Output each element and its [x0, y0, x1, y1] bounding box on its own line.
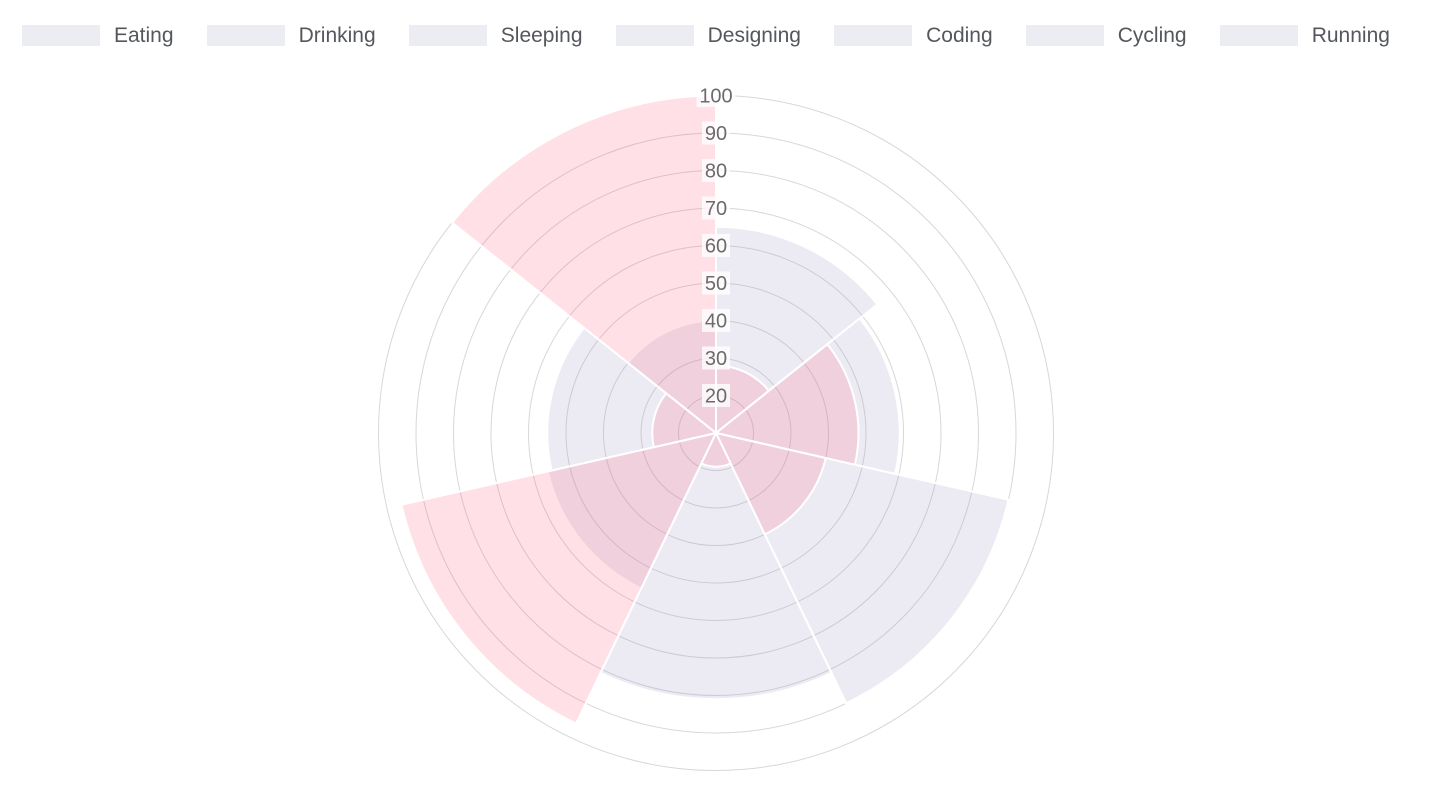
tick-backdrop: [702, 196, 730, 220]
legend-label: Designing: [707, 23, 801, 47]
tick-backdrop: [696, 84, 736, 107]
legend-label: Sleeping: [500, 23, 583, 47]
wedge-running-series-2[interactable]: [451, 94, 717, 434]
tick-backdrop: [702, 234, 730, 257]
legend-swatch: [1025, 24, 1104, 46]
legend-item-coding[interactable]: Coding: [834, 23, 993, 47]
wedge-sleeping-series-2[interactable]: [715, 432, 827, 536]
wedge-designing-series-1[interactable]: [599, 432, 833, 701]
wedge-drinking-series-2[interactable]: [715, 343, 860, 466]
tick-backdrop: [702, 271, 730, 295]
wedge-coding-series-1[interactable]: [546, 432, 717, 590]
wedge-drinking-series-1[interactable]: [715, 317, 901, 475]
radial-tick-label: 100: [699, 86, 732, 108]
legend-swatch: [408, 24, 487, 46]
radial-tick-label: 20: [705, 386, 727, 408]
legend-label: Cycling: [1117, 23, 1187, 47]
tick-backdrop: [702, 346, 730, 370]
wedge-sleeping-series-1[interactable]: [715, 432, 1010, 705]
radial-tick-label: 70: [705, 198, 727, 220]
tick-backdrop: [702, 309, 730, 332]
legend-item-running[interactable]: Running: [1219, 23, 1390, 47]
tick-backdrop: [702, 159, 730, 182]
legend-item-sleeping[interactable]: Sleeping: [408, 23, 583, 47]
tick-backdrop: [702, 121, 730, 145]
wedge-eating-series-1[interactable]: [715, 225, 879, 434]
legend-label: Eating: [114, 23, 174, 47]
legend-item-designing[interactable]: Designing: [615, 23, 801, 47]
radial-tick-label: 30: [705, 348, 727, 370]
legend-item-eating[interactable]: Eating: [22, 23, 174, 47]
radial-tick-label: 80: [705, 161, 727, 183]
legend-swatch: [22, 24, 100, 46]
legend-label: Coding: [926, 23, 993, 47]
chart-legend: Eating Drinking Sleeping Designing Coding Cyc…: [0, 0, 1444, 70]
legend-label: Running: [1311, 23, 1390, 47]
legend-label: Drinking: [298, 23, 376, 47]
legend-item-cycling[interactable]: Cycling: [1025, 23, 1187, 47]
radial-tick-label: 50: [705, 273, 727, 295]
legend-swatch: [1219, 24, 1298, 46]
legend-swatch: [834, 24, 913, 46]
radial-tick-label: 90: [705, 123, 727, 145]
legend-swatch: [615, 24, 694, 46]
wedge-coding-series-2[interactable]: [400, 432, 717, 725]
legend-swatch: [206, 24, 285, 46]
tick-backdrop: [702, 384, 730, 407]
wedge-cycling-series-1[interactable]: [546, 326, 717, 472]
legend-item-drinking[interactable]: Drinking: [206, 23, 376, 47]
radial-tick-label: 60: [705, 236, 727, 258]
radial-tick-label: 40: [705, 311, 727, 333]
wedge-cycling-series-2[interactable]: [651, 392, 717, 449]
